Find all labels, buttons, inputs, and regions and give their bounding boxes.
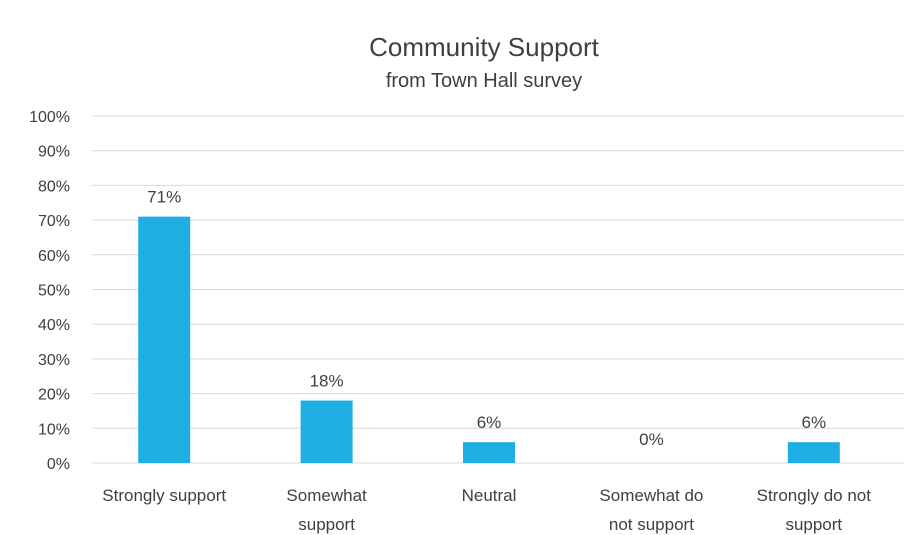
bars xyxy=(138,216,840,463)
y-tick-label: 40% xyxy=(38,317,70,334)
chart-title: Community Support xyxy=(369,32,600,62)
category-label: Neutral xyxy=(462,486,517,505)
category-label-line: Somewhat do xyxy=(599,486,703,505)
y-tick-label: 60% xyxy=(38,248,70,265)
bar xyxy=(138,216,191,463)
category-label: Somewhat do not support xyxy=(599,486,703,534)
category-label-line: Strongly support xyxy=(102,486,226,505)
data-label: 6% xyxy=(477,413,502,432)
y-tick-label: 0% xyxy=(47,456,70,473)
data-label: 71% xyxy=(147,188,181,207)
data-label: 18% xyxy=(310,372,344,391)
y-tick-label: 50% xyxy=(38,283,70,300)
category-label: Strongly do not support xyxy=(757,486,872,534)
data-labels: 71% 18% 6% 0% 6% xyxy=(147,188,826,449)
category-label-line: support xyxy=(785,515,842,534)
gridlines xyxy=(92,115,904,464)
y-tick-label: 90% xyxy=(38,144,70,161)
x-axis-categories: Strongly support Somewhat support Neutral So… xyxy=(102,486,871,534)
y-tick-label: 10% xyxy=(38,421,70,438)
category-label: Somewhat support xyxy=(286,486,367,534)
category-label: Strongly support xyxy=(102,486,226,505)
bar xyxy=(300,400,353,463)
y-axis-ticks: 0% 10% 20% 30% 40% 50% 60% 70% 80% 90% 100% xyxy=(29,109,70,473)
y-tick-label: 80% xyxy=(38,178,70,195)
category-label-line: Somewhat xyxy=(286,486,367,505)
chart-subtitle: from Town Hall survey xyxy=(386,70,582,92)
y-tick-label: 20% xyxy=(38,387,70,404)
y-tick-label: 100% xyxy=(29,109,70,126)
category-label-line: not support xyxy=(609,515,694,534)
category-label-line: Neutral xyxy=(462,486,517,505)
y-tick-label: 70% xyxy=(38,213,70,230)
bar xyxy=(787,442,840,463)
bar xyxy=(463,442,515,463)
category-label-line: Strongly do not xyxy=(757,486,872,505)
data-label: 0% xyxy=(639,430,664,449)
category-label-line: support xyxy=(298,515,355,534)
y-tick-label: 30% xyxy=(38,352,70,369)
data-label: 6% xyxy=(802,413,827,432)
